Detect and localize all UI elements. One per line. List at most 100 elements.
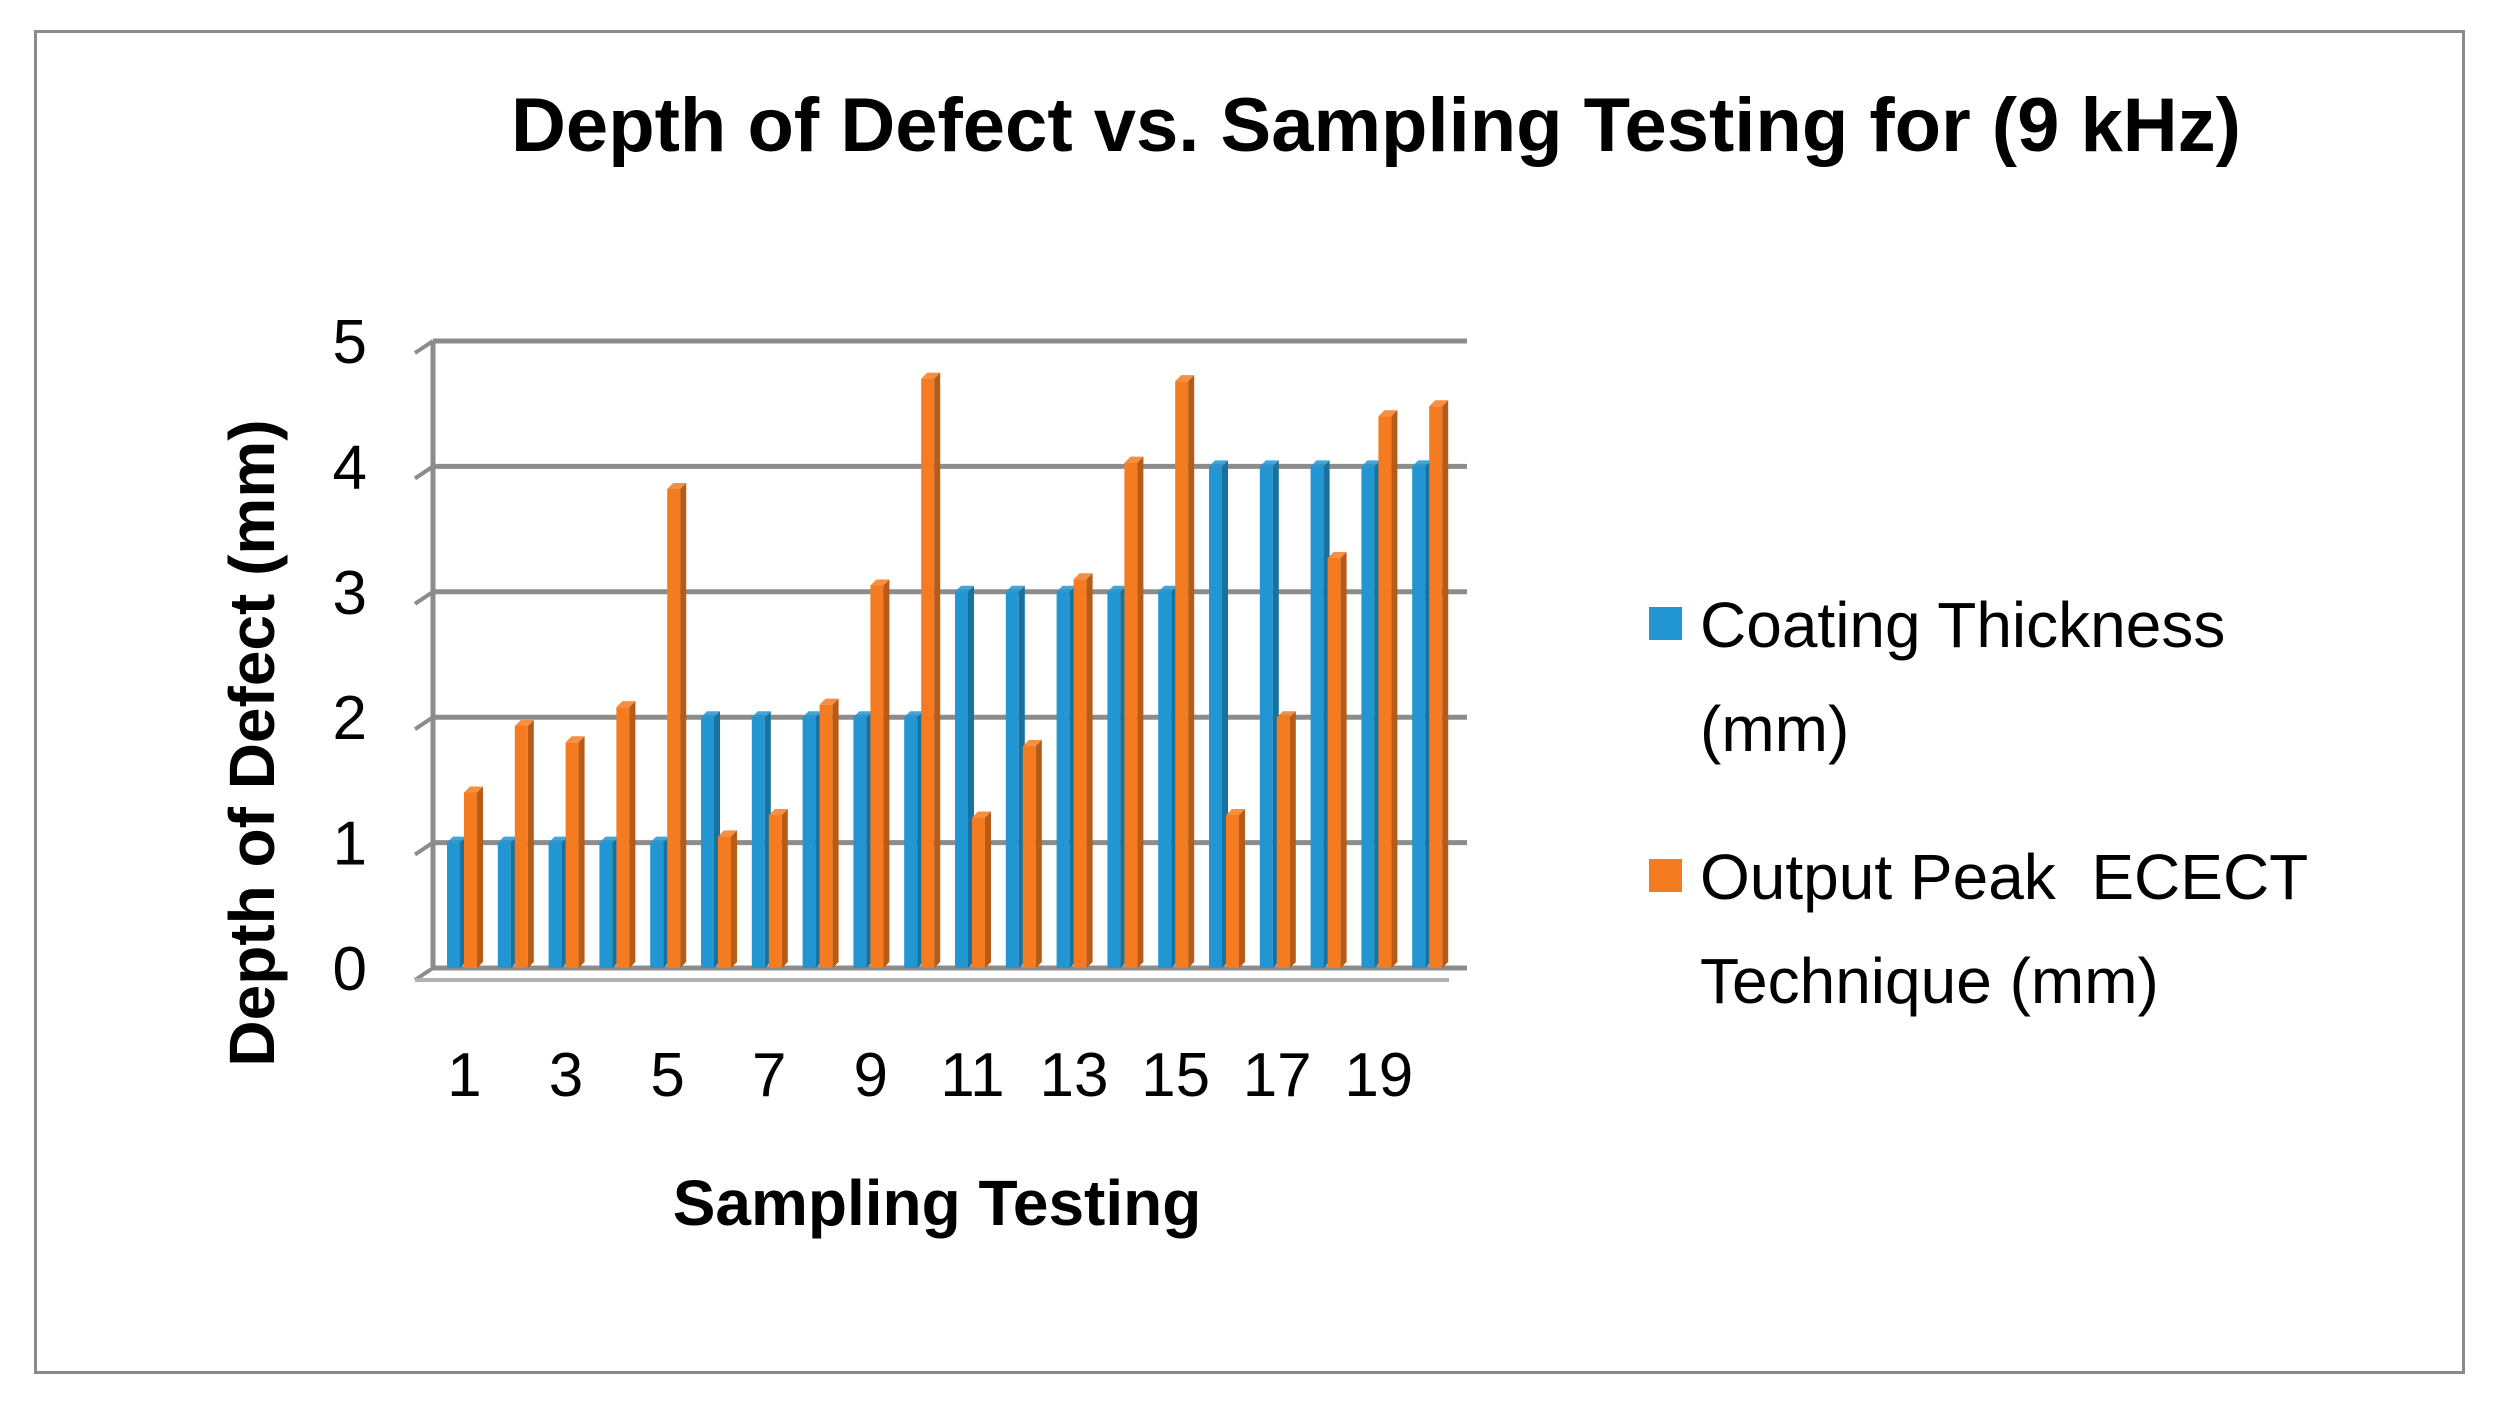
bar-top — [1259, 460, 1279, 467]
chart-canvas: Depth of Defect vs. Sampling Testing for… — [216, 83, 2308, 1239]
bar-coating-thickness-5 — [650, 842, 664, 968]
bar-coating-thickness-7 — [751, 717, 765, 968]
gridline-depth — [413, 590, 435, 606]
chart-title: Depth of Defect vs. Sampling Testing for… — [511, 83, 2241, 168]
bar-output-peak-10 — [921, 378, 935, 968]
legend-label: Coating Thickness — [1700, 589, 2225, 661]
bar-top — [701, 711, 720, 718]
bar-output-peak-6 — [718, 836, 731, 968]
bar-top — [447, 836, 466, 843]
bar-top — [1310, 460, 1330, 467]
bar-side — [781, 809, 788, 968]
bar-top — [1022, 740, 1042, 747]
bar-output-peak-3 — [565, 742, 579, 968]
bar-side — [1391, 410, 1398, 968]
bar-output-peak-14 — [1124, 462, 1138, 968]
bar-top — [1005, 585, 1025, 592]
x-tick-label: 9 — [854, 1041, 888, 1110]
bar-top — [1429, 400, 1449, 407]
bar-output-peak-11 — [972, 817, 985, 968]
x-tick-label: 7 — [752, 1041, 786, 1110]
bar-output-peak-17 — [1276, 717, 1290, 968]
bar-side — [527, 719, 534, 968]
bar-output-peak-18 — [1327, 557, 1341, 968]
y-tick-label: 4 — [333, 433, 367, 502]
bar-output-peak-5 — [667, 488, 681, 968]
bar-coating-thickness-15 — [1158, 591, 1172, 968]
bar-top — [1175, 375, 1195, 382]
bar-top — [802, 711, 822, 718]
bar-output-peak-15 — [1175, 381, 1189, 968]
bar-output-peak-1 — [464, 792, 477, 968]
bar-coating-thickness-1 — [447, 842, 460, 968]
bar-coating-thickness-20 — [1412, 466, 1426, 968]
bar-top — [1276, 711, 1296, 718]
bar-side — [680, 482, 687, 968]
bar-top — [870, 579, 890, 586]
bar-output-peak-4 — [616, 707, 630, 968]
bar-top — [565, 736, 585, 743]
x-tick-label: 17 — [1243, 1041, 1312, 1110]
bar-side — [731, 830, 737, 968]
y-tick-label: 2 — [333, 684, 367, 753]
bar-output-peak-2 — [514, 725, 528, 968]
bar-top — [904, 711, 924, 718]
y-tick-label: 3 — [333, 559, 367, 628]
bar-side — [934, 372, 941, 968]
bar-side — [1239, 809, 1245, 968]
bar-coating-thickness-6 — [701, 717, 714, 968]
bar-coating-thickness-18 — [1310, 466, 1324, 968]
bar-top — [650, 836, 670, 843]
bar-top — [1378, 410, 1398, 417]
gridline-depth — [413, 464, 435, 481]
bar-top — [921, 372, 941, 379]
bar-side — [629, 701, 636, 968]
bar-top — [514, 719, 534, 726]
bar-top — [464, 786, 483, 793]
bar-side — [1035, 740, 1042, 968]
bar-coating-thickness-3 — [548, 842, 562, 968]
bar-side — [1137, 456, 1144, 968]
legend-label: Output Peak ECECT — [1700, 841, 2308, 913]
x-tick-label: 5 — [650, 1041, 684, 1110]
y-axis-ticks: 0 1 2 3 4 5 — [333, 308, 367, 1004]
bar-output-peak-20 — [1429, 406, 1443, 968]
bar-coating-thickness-19 — [1361, 466, 1375, 968]
y-tick-label: 1 — [333, 810, 367, 879]
bar-side — [1289, 711, 1296, 968]
bar-output-peak-16 — [1226, 815, 1239, 968]
bar-top — [667, 482, 687, 489]
bar-output-peak-12 — [1022, 746, 1036, 968]
bar-output-peak-8 — [819, 704, 833, 968]
bar-output-peak-13 — [1073, 579, 1087, 968]
bar-coating-thickness-9 — [853, 717, 867, 968]
bar-top — [1073, 573, 1093, 580]
legend: Coating Thickness (mm) Output Peak ECECT Te… — [1649, 589, 2308, 1017]
x-tick-label: 13 — [1040, 1041, 1109, 1110]
bar-top — [1124, 456, 1144, 463]
chart-frame: Depth of Defect vs. Sampling Testing for… — [34, 30, 2465, 1374]
bar-side — [1442, 400, 1449, 968]
bar-top — [1209, 460, 1228, 467]
bar-top — [548, 836, 568, 843]
bar-side — [578, 736, 585, 968]
bar-coating-thickness-4 — [599, 842, 613, 968]
bar-side — [985, 811, 991, 968]
y-tick-label: 5 — [333, 308, 367, 377]
bar-coating-thickness-12 — [1005, 591, 1019, 968]
bar-side — [1188, 375, 1195, 968]
bar-top — [1361, 460, 1381, 467]
bar-top — [955, 585, 974, 592]
bar-coating-thickness-11 — [955, 591, 968, 968]
bar-group — [447, 372, 1449, 968]
bar-side — [1086, 573, 1093, 968]
bar-side — [477, 786, 483, 968]
legend-swatch — [1649, 859, 1682, 892]
legend-label: (mm) — [1700, 693, 1849, 765]
bar-side — [832, 698, 839, 968]
bar-top — [972, 811, 991, 818]
x-axis-label: Sampling Testing — [673, 1167, 1202, 1239]
bar-top — [718, 830, 737, 837]
legend-swatch — [1649, 607, 1682, 640]
bar-top — [768, 809, 788, 816]
